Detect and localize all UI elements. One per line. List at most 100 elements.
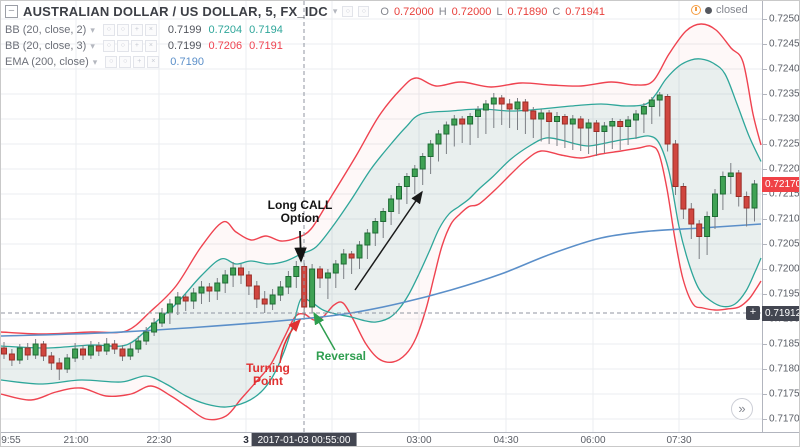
annotation-turning-line1: Turning bbox=[246, 361, 290, 375]
indicator-add-icon[interactable]: + bbox=[130, 24, 143, 36]
bb2-upper-line bbox=[1, 58, 762, 349]
indicator-eye-icon[interactable]: ○ bbox=[105, 56, 118, 68]
chevron-down-icon[interactable]: ▾ bbox=[332, 6, 338, 16]
indicator-label: EMA (200, close) bbox=[5, 56, 89, 68]
price-tick-mark bbox=[763, 269, 767, 270]
indicator-label: BB (20, close, 2) bbox=[5, 24, 87, 36]
price-tick-mark bbox=[763, 194, 767, 195]
chevron-down-icon[interactable]: ▾ bbox=[92, 56, 98, 67]
time-tick-label: 04:30 bbox=[493, 435, 519, 446]
long-call-arrow bbox=[294, 230, 307, 263]
indicator-value: 0.7206 bbox=[208, 40, 243, 52]
price-tick-mark bbox=[763, 419, 767, 420]
indicator-close-icon[interactable]: × bbox=[147, 56, 160, 68]
time-tick-label: 07:30 bbox=[666, 435, 692, 446]
add-alert-plus-button[interactable]: + bbox=[746, 306, 760, 320]
indicator-add-icon[interactable]: + bbox=[133, 56, 146, 68]
indicator-add-icon[interactable]: + bbox=[130, 40, 143, 52]
indicator-eye-icon[interactable]: ○ bbox=[102, 24, 115, 36]
price-tick-mark bbox=[763, 44, 767, 45]
price-tick-mark bbox=[763, 369, 767, 370]
price-tick-mark bbox=[763, 94, 767, 95]
indicator-row-ema[interactable]: EMA (200, close) ▾ ○ ○ + × 0.7190 bbox=[5, 56, 204, 68]
symbol-title[interactable]: AUSTRALIAN DOLLAR / US DOLLAR, 5, FX_IDC bbox=[23, 4, 328, 19]
price-tick-mark bbox=[763, 394, 767, 395]
annotation-long-call: Long CALL Option bbox=[257, 199, 343, 225]
annotation-turning-line2: Point bbox=[253, 374, 283, 388]
grid bbox=[1, 1, 762, 432]
indicator-value: 0.7194 bbox=[249, 24, 283, 36]
time-tick-label: 06:00 bbox=[580, 435, 606, 446]
ohlc-letter: L bbox=[496, 5, 503, 18]
market-status-label: closed bbox=[716, 4, 748, 16]
price-tick-mark bbox=[763, 69, 767, 70]
price-tick-mark bbox=[763, 169, 767, 170]
chevron-down-icon[interactable]: ▾ bbox=[90, 24, 95, 35]
time-axis[interactable]: 2017-01-03 00:55:00 9:55 21:00 22:30 3 03:00… bbox=[1, 432, 799, 446]
market-status: closed bbox=[691, 4, 748, 16]
candlestick-series bbox=[1, 92, 758, 380]
crosshair bbox=[1, 1, 762, 432]
indicator-row-bb3[interactable]: BB (20, close, 3) ▾ ○ ○ + × 0.7199 0.7206 0.7191 bbox=[5, 40, 283, 52]
indicator-value: 0.7191 bbox=[249, 40, 283, 52]
ema-line bbox=[1, 223, 762, 337]
time-tick-label: 22:30 bbox=[146, 435, 172, 446]
crosshair-price-label: 0.71912 bbox=[762, 306, 799, 321]
annotation-long-call-line2: Option bbox=[280, 211, 320, 225]
time-tick-label: 21:00 bbox=[63, 435, 89, 446]
indicator-close-icon[interactable]: × bbox=[144, 24, 157, 36]
indicator-settings-icon[interactable]: ○ bbox=[116, 40, 129, 52]
ohlc-value: 0.72000 bbox=[393, 5, 434, 18]
bb3-upper-line bbox=[1, 23, 762, 335]
status-dot-icon bbox=[705, 6, 712, 14]
indicator-label: BB (20, close, 3) bbox=[5, 40, 87, 52]
turning-point-arrow bbox=[279, 318, 302, 364]
annotation-long-call-line1: Long CALL bbox=[267, 198, 333, 212]
indicator-value: 0.7199 bbox=[167, 24, 202, 36]
price-tick-mark bbox=[763, 144, 767, 145]
price-tick-mark bbox=[763, 119, 767, 120]
indicator-eye-icon[interactable]: ○ bbox=[102, 40, 115, 52]
indicator-value: 0.7190 bbox=[170, 56, 204, 68]
chart-header: − AUSTRALIAN DOLLAR / US DOLLAR, 5, FX_I… bbox=[5, 4, 605, 19]
ohlc-values: O 0.72000 H 0.72000 L 0.71890 C 0.71941 bbox=[380, 6, 605, 18]
annotation-reversal: Reversal bbox=[315, 349, 367, 363]
indicator-value: 0.7199 bbox=[167, 40, 202, 52]
legend-eye-icon[interactable]: ○ bbox=[342, 6, 354, 17]
legend-settings-icon[interactable]: ○ bbox=[358, 6, 370, 17]
indicator-close-icon[interactable]: × bbox=[144, 40, 157, 52]
ohlc-letter: C bbox=[552, 5, 561, 18]
price-tick-mark bbox=[763, 219, 767, 220]
indicator-settings-icon[interactable]: ○ bbox=[116, 24, 129, 36]
indicator-settings-icon[interactable]: ○ bbox=[119, 56, 132, 68]
price-tick-mark bbox=[763, 244, 767, 245]
clock-icon[interactable] bbox=[691, 5, 701, 15]
annotation-turning-point: Turning Point bbox=[233, 362, 303, 388]
price-tick-label: 0.72000 bbox=[769, 263, 800, 275]
time-tick-label: 3 bbox=[243, 435, 249, 446]
crosshair-time-label: 2017-01-03 00:55:00 bbox=[251, 433, 357, 446]
trend-arrow bbox=[354, 190, 423, 291]
price-tick-mark bbox=[763, 294, 767, 295]
bb3-lower-line bbox=[1, 145, 762, 421]
ohlc-value: 0.72000 bbox=[451, 5, 492, 18]
chevron-down-icon[interactable]: ▾ bbox=[90, 40, 95, 51]
scroll-to-latest-button[interactable]: » bbox=[731, 398, 753, 420]
collapse-legend-icon[interactable]: − bbox=[5, 5, 18, 18]
indicator-row-bb2[interactable]: BB (20, close, 2) ▾ ○ ○ + × 0.7199 0.7204 0.7194 bbox=[5, 24, 283, 36]
price-tick-mark bbox=[763, 344, 767, 345]
